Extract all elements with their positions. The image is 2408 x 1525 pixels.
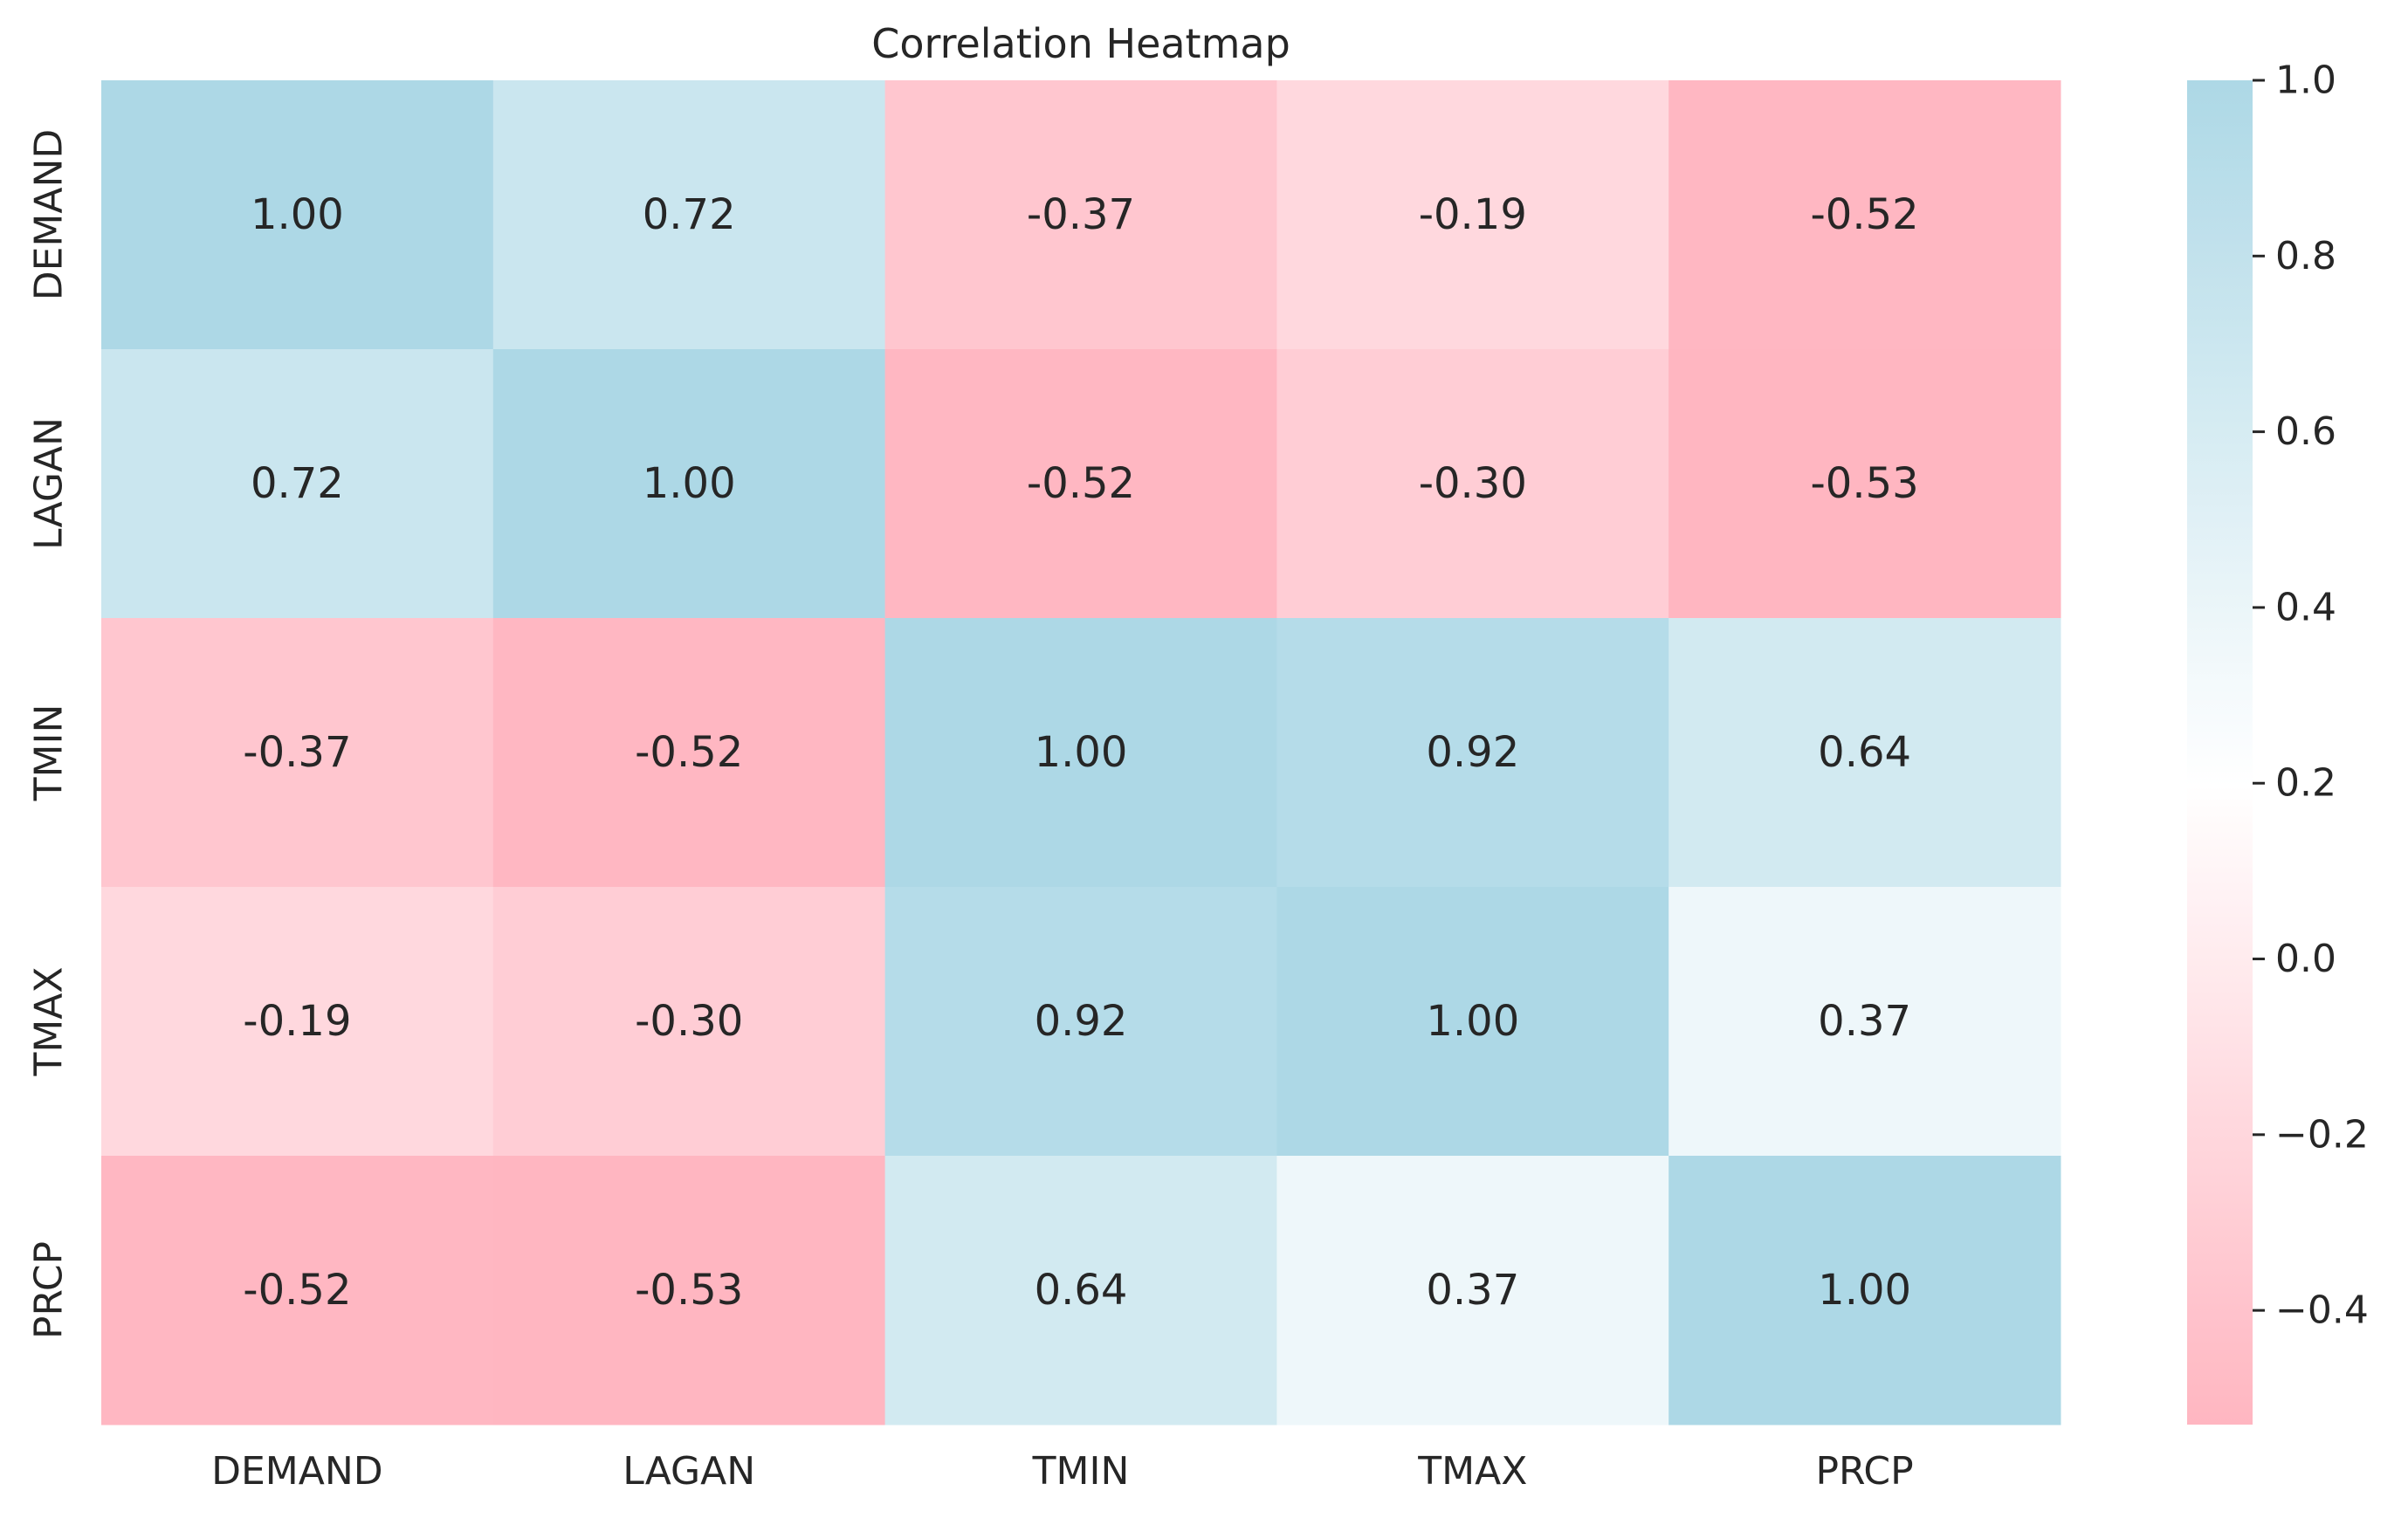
colorbar-tick-label: −0.2 bbox=[2275, 1112, 2369, 1157]
colorbar-tick-label: 1.0 bbox=[2275, 58, 2336, 103]
heatmap-cell-prcp-lagan bbox=[492, 1156, 886, 1425]
heatmap-cell-demand-demand bbox=[101, 80, 494, 350]
heatmap-cell-tmax-tmax bbox=[1276, 887, 1669, 1157]
colorbar-tick-label: 0.8 bbox=[2275, 234, 2336, 278]
y-tick-label: TMIN bbox=[27, 704, 72, 802]
y-tick-label: LAGAN bbox=[27, 417, 72, 550]
cell-value-label: 1.00 bbox=[1426, 997, 1519, 1046]
x-axis: DEMAND LAGAN TMIN TMAX PRCP bbox=[211, 1449, 1914, 1494]
heatmap-cell-labels: 1.00 0.72 -0.37 -0.19 -0.52 0.72 1.00 -0.52 -0.3… bbox=[243, 190, 1918, 1315]
heatmap-cell-lagan-tmin bbox=[884, 349, 1277, 619]
cell-value-label: -0.37 bbox=[243, 728, 351, 777]
colorbar-tick-label: 0.2 bbox=[2275, 761, 2336, 806]
heatmap-cell-lagan-demand bbox=[101, 349, 494, 619]
cell-value-label: 0.64 bbox=[1818, 728, 1911, 777]
heatmap-cell-prcp-prcp bbox=[1668, 1156, 2061, 1425]
x-tick-label: TMIN bbox=[1032, 1449, 1130, 1494]
cell-value-label: 1.00 bbox=[1035, 728, 1128, 777]
cell-value-label: 1.00 bbox=[1818, 1266, 1911, 1315]
x-tick-label: LAGAN bbox=[623, 1449, 755, 1494]
heatmap-cell-prcp-tmax bbox=[1276, 1156, 1669, 1425]
heatmap-cell-tmin-lagan bbox=[492, 618, 886, 888]
chart-title: Correlation Heatmap bbox=[871, 20, 1290, 67]
heatmap-cell-demand-prcp bbox=[1668, 80, 2061, 350]
heatmap-cells bbox=[101, 80, 2061, 1425]
colorbar-tick-label: 0.0 bbox=[2275, 937, 2336, 981]
heatmap-cell-tmax-lagan bbox=[492, 887, 886, 1157]
heatmap-cell-tmin-tmax bbox=[1276, 618, 1669, 888]
colorbar-tick-label: 0.4 bbox=[2275, 585, 2336, 629]
cell-value-label: 1.00 bbox=[643, 459, 736, 508]
heatmap-cell-tmin-tmin bbox=[884, 618, 1277, 888]
colorbar-tick-label: 0.6 bbox=[2275, 409, 2336, 454]
y-tick-label: PRCP bbox=[27, 1241, 72, 1339]
heatmap-cell-lagan-prcp bbox=[1668, 349, 2061, 619]
cell-value-label: 0.37 bbox=[1818, 997, 1911, 1046]
heatmap-cell-demand-tmax bbox=[1276, 80, 1669, 350]
heatmap-cell-tmin-demand bbox=[101, 618, 494, 888]
cell-value-label: -0.52 bbox=[1810, 190, 1918, 239]
heatmap-cell-tmax-tmin bbox=[884, 887, 1277, 1157]
heatmap-cell-lagan-lagan bbox=[492, 349, 886, 619]
x-tick-label: TMAX bbox=[1417, 1449, 1527, 1494]
heatmap-cell-lagan-tmax bbox=[1276, 349, 1669, 619]
cell-value-label: 0.92 bbox=[1035, 997, 1128, 1046]
y-tick-label: DEMAND bbox=[27, 129, 72, 301]
cell-value-label: 0.37 bbox=[1426, 1266, 1519, 1315]
colorbar-tick-label: −0.4 bbox=[2275, 1288, 2369, 1333]
cell-value-label: -0.53 bbox=[1810, 459, 1918, 508]
colorbar: −0.4 −0.2 0.0 0.2 0.4 0.6 0.8 1.0 bbox=[2187, 58, 2369, 1425]
heatmap-cell-tmax-demand bbox=[101, 887, 494, 1157]
y-axis: DEMAND LAGAN TMIN TMAX PRCP bbox=[27, 129, 72, 1339]
y-tick-label: TMAX bbox=[27, 966, 72, 1076]
cell-value-label: -0.19 bbox=[1419, 190, 1527, 239]
cell-value-label: -0.37 bbox=[1027, 190, 1135, 239]
heatmap-cell-demand-tmin bbox=[884, 80, 1277, 350]
heatmap-cell-tmin-prcp bbox=[1668, 618, 2061, 888]
heatmap-cell-prcp-demand bbox=[101, 1156, 494, 1425]
cell-value-label: 0.92 bbox=[1426, 728, 1519, 777]
cell-value-label: -0.19 bbox=[243, 997, 351, 1046]
heatmap-cell-tmax-prcp bbox=[1668, 887, 2061, 1157]
x-tick-label: DEMAND bbox=[211, 1449, 383, 1494]
cell-value-label: -0.53 bbox=[635, 1266, 743, 1315]
colorbar-gradient bbox=[2187, 80, 2253, 1425]
cell-value-label: 0.72 bbox=[643, 190, 736, 239]
cell-value-label: -0.52 bbox=[243, 1266, 351, 1315]
heatmap-cell-prcp-tmin bbox=[884, 1156, 1277, 1425]
cell-value-label: 1.00 bbox=[251, 190, 344, 239]
cell-value-label: 0.64 bbox=[1035, 1266, 1128, 1315]
cell-value-label: 0.72 bbox=[251, 459, 344, 508]
cell-value-label: -0.52 bbox=[1027, 459, 1135, 508]
x-tick-label: PRCP bbox=[1816, 1449, 1914, 1494]
heatmap-cell-demand-lagan bbox=[492, 80, 886, 350]
cell-value-label: -0.30 bbox=[1419, 459, 1527, 508]
cell-value-label: -0.52 bbox=[635, 728, 743, 777]
cell-value-label: -0.30 bbox=[635, 997, 743, 1046]
